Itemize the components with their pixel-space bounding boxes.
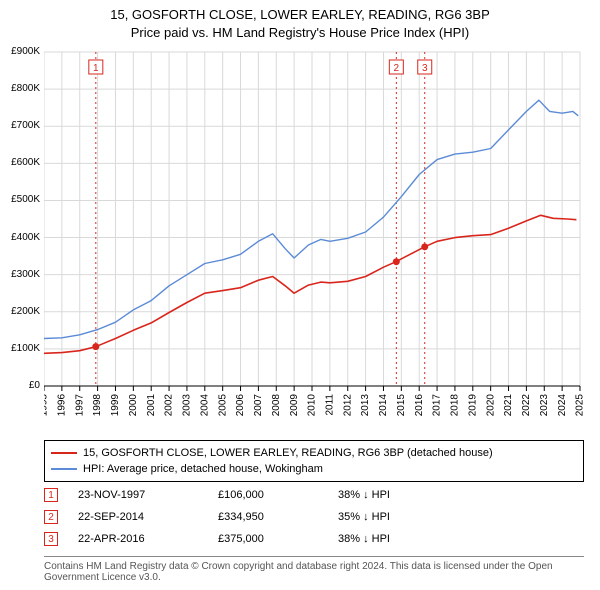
svg-text:1999: 1999: [110, 394, 121, 417]
legend-label-1: HPI: Average price, detached house, Woki…: [83, 463, 323, 475]
svg-text:1: 1: [93, 63, 99, 74]
y-tick-label: £100K: [11, 343, 40, 354]
svg-text:2021: 2021: [503, 394, 514, 417]
legend-swatch-0: [51, 452, 77, 454]
event-row-2: 3 22-APR-2016 £375,000 38% ↓ HPI: [44, 528, 584, 550]
svg-text:3: 3: [422, 63, 428, 74]
y-tick-label: £400K: [11, 232, 40, 243]
chart-svg: 1995 1996 1997 1998 1999 2000 2001 2002 2003 2004…: [44, 48, 584, 428]
y-tick-label: £300K: [11, 269, 40, 280]
event-price-2: £375,000: [218, 533, 318, 545]
y-tick-label: £800K: [11, 83, 40, 94]
svg-text:2025: 2025: [575, 394, 584, 417]
legend-row-1: HPI: Average price, detached house, Woki…: [51, 461, 577, 477]
svg-text:1995: 1995: [44, 394, 50, 417]
svg-text:2005: 2005: [217, 394, 228, 417]
svg-text:1998: 1998: [92, 394, 103, 417]
svg-text:2015: 2015: [396, 394, 407, 417]
event-row-0: 1 23-NOV-1997 £106,000 38% ↓ HPI: [44, 484, 584, 506]
svg-text:2003: 2003: [182, 394, 193, 417]
svg-text:2009: 2009: [289, 394, 300, 417]
chart-container: 15, GOSFORTH CLOSE, LOWER EARLEY, READIN…: [0, 0, 600, 590]
legend-row-0: 15, GOSFORTH CLOSE, LOWER EARLEY, READIN…: [51, 445, 577, 461]
svg-text:2014: 2014: [378, 394, 389, 417]
event-delta-0: 38% ↓ HPI: [338, 489, 458, 501]
svg-text:2004: 2004: [199, 394, 210, 417]
title-line-2: Price paid vs. HM Land Registry's House …: [0, 24, 600, 42]
event-date-0: 23-NOV-1997: [78, 489, 198, 501]
svg-text:2000: 2000: [128, 394, 139, 417]
svg-text:2023: 2023: [539, 394, 550, 417]
y-tick-label: £200K: [11, 306, 40, 317]
svg-text:2011: 2011: [325, 394, 336, 416]
y-tick-label: £900K: [11, 46, 40, 57]
svg-text:2010: 2010: [307, 394, 318, 417]
event-num-0: 1: [48, 490, 54, 501]
event-delta-1: 35% ↓ HPI: [338, 511, 458, 523]
svg-text:2012: 2012: [342, 394, 353, 417]
y-tick-label: £700K: [11, 120, 40, 131]
chart-area: 1995 1996 1997 1998 1999 2000 2001 2002 2003 2004…: [44, 48, 584, 428]
legend-swatch-1: [51, 468, 77, 470]
svg-text:2013: 2013: [360, 394, 371, 417]
event-delta-2: 38% ↓ HPI: [338, 533, 458, 545]
svg-text:2018: 2018: [450, 394, 461, 417]
legend-label-0: 15, GOSFORTH CLOSE, LOWER EARLEY, READIN…: [83, 447, 493, 459]
svg-text:1996: 1996: [57, 394, 68, 417]
event-marker-0: 1: [44, 488, 58, 502]
y-tick-label: £600K: [11, 157, 40, 168]
event-num-1: 2: [48, 512, 54, 523]
legend-box: 15, GOSFORTH CLOSE, LOWER EARLEY, READIN…: [44, 440, 584, 482]
event-num-2: 3: [48, 534, 54, 545]
events-table: 1 23-NOV-1997 £106,000 38% ↓ HPI 2 22-SE…: [44, 484, 584, 550]
svg-text:2: 2: [394, 63, 400, 74]
svg-text:1997: 1997: [74, 394, 85, 417]
svg-text:2007: 2007: [253, 394, 264, 417]
svg-text:2022: 2022: [521, 394, 532, 417]
event-marker-1: 2: [44, 510, 58, 524]
svg-text:2020: 2020: [485, 394, 496, 417]
svg-text:2024: 2024: [557, 394, 568, 417]
svg-text:2016: 2016: [414, 394, 425, 417]
y-tick-label: £0: [29, 380, 40, 391]
title-line-1: 15, GOSFORTH CLOSE, LOWER EARLEY, READIN…: [0, 6, 600, 24]
svg-text:2006: 2006: [235, 394, 246, 417]
svg-text:2001: 2001: [146, 394, 157, 417]
event-row-1: 2 22-SEP-2014 £334,950 35% ↓ HPI: [44, 506, 584, 528]
y-tick-label: £500K: [11, 194, 40, 205]
event-price-1: £334,950: [218, 511, 318, 523]
svg-text:2008: 2008: [271, 394, 282, 417]
svg-text:2019: 2019: [467, 394, 478, 417]
event-price-0: £106,000: [218, 489, 318, 501]
event-date-2: 22-APR-2016: [78, 533, 198, 545]
footer-attribution: Contains HM Land Registry data © Crown c…: [44, 556, 584, 583]
title-block: 15, GOSFORTH CLOSE, LOWER EARLEY, READIN…: [0, 0, 600, 42]
svg-text:2002: 2002: [164, 394, 175, 417]
event-marker-2: 3: [44, 532, 58, 546]
event-date-1: 22-SEP-2014: [78, 511, 198, 523]
svg-text:2017: 2017: [432, 394, 443, 417]
